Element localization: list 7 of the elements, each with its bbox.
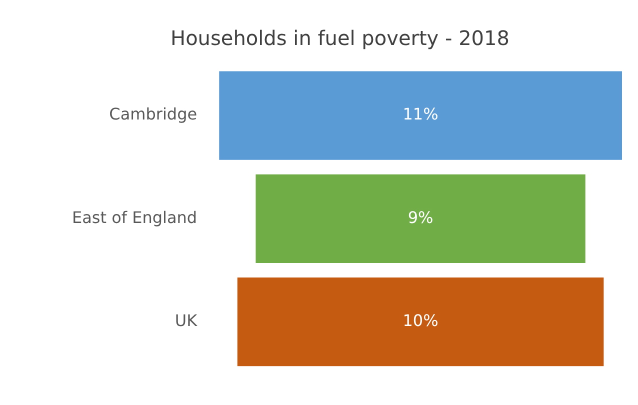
- category-label: UK: [174, 310, 198, 330]
- data-label: 10%: [402, 310, 438, 330]
- data-label: 11%: [402, 104, 438, 124]
- text: Households in fuel poverty - 2018: [170, 26, 510, 50]
- data-label: 9%: [408, 208, 434, 227]
- category-label: East of England: [72, 208, 198, 227]
- category-label: Cambridge: [109, 104, 198, 124]
